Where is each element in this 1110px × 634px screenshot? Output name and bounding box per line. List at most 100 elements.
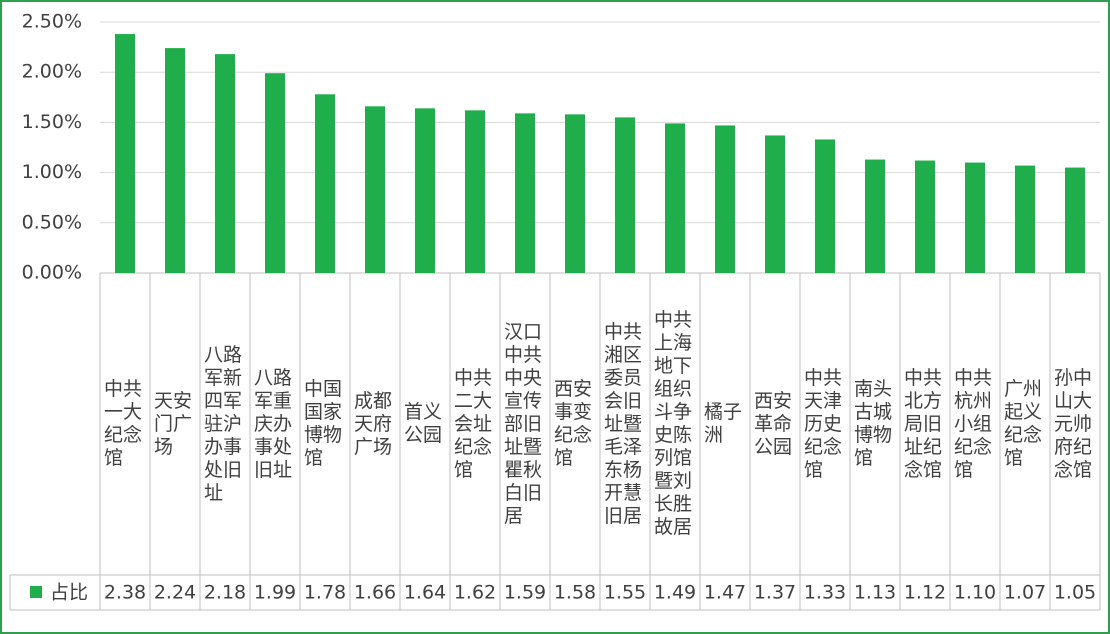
bar [465, 110, 485, 274]
value-label: 1.12 [904, 582, 946, 604]
category-cell-inner: 中共北方局旧址纪念馆 [900, 273, 950, 575]
bar [1065, 167, 1085, 273]
category-cell: 八路军重庆办事处旧址 [250, 273, 300, 575]
category-cell: 橘子洲 [700, 273, 750, 575]
x-tick-label: 汉口中共中央宣传部旧址暨瞿秋白旧居 [504, 320, 543, 527]
category-cell-inner: 汉口中共中央宣传部旧址暨瞿秋白旧居 [500, 273, 550, 575]
category-cell-inner: 天安门广场 [150, 273, 200, 575]
category-cell: 中国国家博物馆 [300, 273, 350, 575]
y-tick-label: 2.00% [22, 61, 82, 83]
x-tick-label: 首义公园 [404, 401, 443, 446]
bar [1015, 165, 1035, 273]
category-cell-inner: 南头古城博物馆 [850, 273, 900, 575]
y-tick-label: 2.50% [22, 11, 82, 33]
y-tick-label: 0.00% [22, 262, 82, 284]
bar [365, 106, 385, 273]
bar [515, 113, 535, 273]
category-cell-inner: 广州起义纪念馆 [1000, 273, 1050, 575]
category-cell-inner: 八路军重庆办事处旧址 [250, 273, 300, 575]
x-tick-label: 西安事变纪念馆 [554, 378, 593, 469]
value-label: 1.55 [604, 582, 646, 604]
category-cell: 天安门广场 [150, 273, 200, 575]
category-cell-inner: 西安事变纪念馆 [550, 273, 600, 575]
bar [815, 139, 835, 273]
bar [265, 73, 285, 273]
value-label: 1.99 [254, 582, 296, 604]
x-tick-label: 中共二大会址纪念馆 [454, 366, 493, 481]
category-cell: 中共天津历史纪念馆 [800, 273, 850, 575]
bar [165, 48, 185, 273]
x-tick-label: 广州起义纪念馆 [1004, 378, 1043, 469]
bar [915, 160, 935, 273]
value-label: 1.62 [454, 582, 496, 604]
value-label: 1.78 [304, 582, 346, 604]
category-cell-inner: 中共上海地下组织斗争史陈列馆暨刘长胜故居 [650, 273, 700, 575]
x-tick-label: 孙中山大元帅府纪念馆 [1054, 366, 1093, 481]
value-label: 1.47 [704, 582, 746, 604]
x-tick-label: 中国国家博物馆 [304, 378, 343, 469]
x-tick-label: 西安革命公园 [754, 389, 793, 458]
category-cell: 中共湘区委员会旧址暨毛泽东杨开慧旧居 [600, 273, 650, 575]
value-label: 1.58 [554, 582, 596, 604]
category-cell: 首义公园 [400, 273, 450, 575]
y-tick-label: 1.50% [22, 111, 82, 133]
value-label: 1.37 [754, 582, 796, 604]
x-tick-label: 成都天府广场 [354, 389, 393, 458]
x-tick-label: 八路军新四军驻沪办事处旧址 [204, 343, 243, 504]
x-tick-label: 中共杭州小组纪念馆 [954, 366, 993, 481]
bar [565, 114, 585, 273]
category-cell: 西安革命公园 [750, 273, 800, 575]
category-cell-inner: 中共二大会址纪念馆 [450, 273, 500, 575]
bar [715, 125, 735, 273]
category-cell: 中共杭州小组纪念馆 [954, 366, 993, 481]
y-tick-label: 1.00% [22, 161, 82, 183]
category-cell: 成都天府广场 [354, 389, 393, 458]
x-tick-label: 中共天津历史纪念馆 [804, 366, 843, 481]
bar [315, 94, 335, 274]
value-label: 1.64 [404, 582, 446, 604]
category-cell: 西安事变纪念馆 [550, 273, 600, 575]
legend-label: 占比 [50, 582, 88, 604]
category-cell: 中共北方局旧址纪念馆 [900, 273, 950, 575]
x-tick-label: 中共北方局旧址纪念馆 [904, 366, 943, 481]
category-cell: 中共一大纪念馆 [100, 273, 150, 575]
category-cell-inner: 橘子洲 [700, 273, 750, 575]
value-label: 1.59 [504, 582, 546, 604]
bar [665, 123, 685, 274]
bar [965, 162, 985, 273]
x-tick-label: 中共一大纪念馆 [104, 378, 143, 469]
value-label: 1.10 [954, 582, 996, 604]
x-tick-label: 八路军重庆办事处旧址 [254, 366, 293, 481]
value-label: 1.49 [654, 582, 696, 604]
x-tick-label: 中共上海地下组织斗争史陈列馆暨刘长胜故居 [654, 309, 693, 538]
category-cell: 八路军新四军驻沪办事处旧址 [204, 343, 243, 504]
value-label: 2.18 [204, 582, 246, 604]
value-label: 2.24 [154, 582, 196, 604]
value-label: 1.05 [1054, 582, 1096, 604]
x-tick-label: 南头古城博物馆 [854, 378, 893, 469]
category-cell-inner: 西安革命公园 [750, 273, 800, 575]
category-cell: 汉口中共中央宣传部旧址暨瞿秋白旧居 [500, 273, 550, 575]
value-label: 2.38 [104, 582, 146, 604]
x-tick-label: 中共湘区委员会旧址暨毛泽东杨开慧旧居 [604, 320, 643, 527]
bar [865, 159, 885, 273]
category-cell-inner: 中国国家博物馆 [300, 273, 350, 575]
category-cell-inner: 中共一大纪念馆 [100, 273, 150, 575]
category-cell-inner: 中共湘区委员会旧址暨毛泽东杨开慧旧居 [600, 273, 650, 575]
legend-key [30, 586, 42, 598]
category-cell-inner: 孙中山大元帅府纪念馆 [1050, 273, 1100, 575]
value-label: 1.07 [1004, 582, 1046, 604]
bar [115, 34, 135, 273]
category-cell-inner: 中共天津历史纪念馆 [800, 273, 850, 575]
bar [215, 54, 235, 274]
category-cell: 孙中山大元帅府纪念馆 [1050, 273, 1100, 575]
x-tick-label: 天安门广场 [154, 389, 193, 458]
category-cell: 南头古城博物馆 [850, 273, 900, 575]
value-label: 1.13 [854, 582, 896, 604]
category-cell: 中共上海地下组织斗争史陈列馆暨刘长胜故居 [650, 273, 700, 575]
category-cell-inner: 首义公园 [400, 273, 450, 575]
bar [615, 117, 635, 273]
bar [765, 135, 785, 273]
